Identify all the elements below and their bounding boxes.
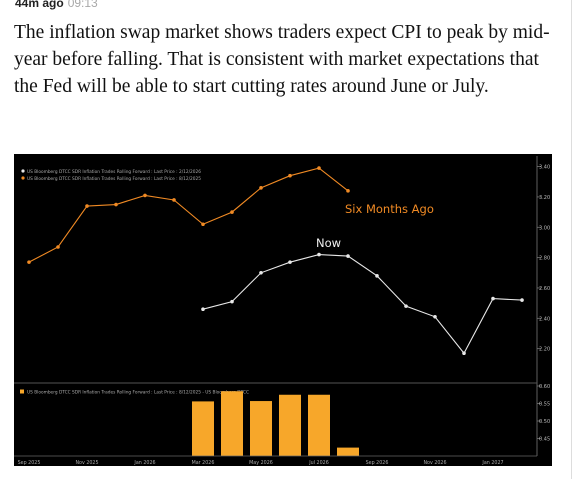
x-tick-label: Mar 2026 [192,460,215,466]
x-tick-label: Jul 2026 [308,460,329,466]
series-line-white [202,254,523,355]
data-point-white [201,307,205,312]
article-paragraph: The inflation swap market shows traders … [14,22,550,97]
data-point-orange [85,204,89,208]
legend-entry: US Bloomberg DTCC SDR Inflation Trades R… [27,169,201,175]
data-point-orange [288,173,292,178]
chart-image: 3.40 3.20 3.00 2.80 2.60 2.40 2.20 US Bloomberg… [14,154,552,466]
bar-legend-marker [20,389,24,394]
y-tick-label: 2.80 [539,256,550,262]
x-tick-label: Sep 2025 [18,460,41,466]
data-point-white [230,299,234,304]
annotation-now: Now [316,236,341,250]
y-tick-label: 3.40 [539,165,550,171]
y-tick-label: 2.60 [539,286,550,292]
legend-entry: US Bloomberg DTCC SDR Inflation Trades R… [27,176,201,182]
data-point-white [520,298,524,302]
data-point-white [317,252,321,257]
data-point-orange [114,202,118,207]
data-point-white [404,304,408,308]
data-point-orange [172,198,176,202]
bar [308,394,330,456]
bar-y-tick-label: 0.45 [539,437,550,443]
relative-time: 44m ago [15,0,64,10]
bar-y-tick-label: 0.50 [539,419,550,425]
data-point-white [462,351,466,356]
legend-marker [21,169,25,173]
data-point-orange [259,186,263,190]
legend-marker [21,176,25,180]
data-point-orange [27,260,31,264]
y-tick-label: 2.40 [539,316,550,322]
data-point-orange [56,245,60,249]
clock-time: 09:13 [67,0,98,10]
y-tick-label: 3.20 [539,195,550,201]
x-tick-label: Nov 2025 [75,460,98,466]
series-line-orange [28,167,349,263]
bar [221,391,243,456]
bar [192,401,214,456]
bar [337,447,359,456]
y-tick-label: 3.00 [539,225,550,231]
x-tick-label: Sep 2026 [366,460,389,466]
bar [279,394,301,456]
data-point-orange [143,193,147,198]
annotation-six-months-ago: Six Months Ago [345,202,434,216]
data-point-orange [230,210,234,214]
bar-y-tick-label: 0.55 [539,402,550,408]
timestamp-bar: 44m ago 09:13 [15,0,98,10]
bar-legend-entry: US Bloomberg DTCC SDR Inflation Trades R… [27,390,249,396]
data-point-white [433,314,437,319]
data-point-orange [317,166,321,170]
y-tick-label: 2.20 [539,347,550,353]
data-point-orange [346,189,350,193]
data-point-orange [201,222,205,227]
x-tick-label: May 2026 [249,460,273,466]
x-tick-label: Jan 2026 [133,460,155,466]
data-point-white [259,270,263,275]
data-point-white [346,254,350,258]
data-point-white [491,296,495,301]
chart-svg: 3.40 3.20 3.00 2.80 2.60 2.40 2.20 US Bloomberg… [14,156,550,466]
data-point-white [288,260,292,264]
x-tick-label: Jan 2027 [481,460,503,466]
data-point-white [375,274,379,278]
bar-y-tick-label: 0.60 [539,384,550,390]
x-tick-label: Nov 2026 [423,460,446,466]
bar [250,401,272,456]
